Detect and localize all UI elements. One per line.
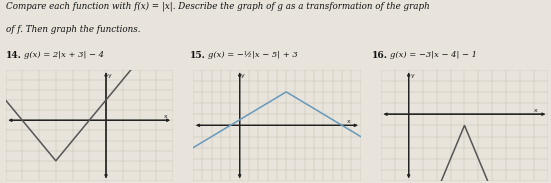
Text: g(x) = 2|x + 3| − 4: g(x) = 2|x + 3| − 4 [24,51,104,59]
Text: y: y [410,73,414,78]
Text: g(x) = −3|x − 4| − 1: g(x) = −3|x − 4| − 1 [390,51,477,59]
Text: g(x) = −½|x − 5| + 3: g(x) = −½|x − 5| + 3 [208,51,298,59]
Text: y: y [241,73,245,79]
Text: Compare each function with f(x) = |x|. Describe the graph of g as a transformati: Compare each function with f(x) = |x|. D… [6,1,429,11]
Text: x: x [347,119,351,124]
Text: of f. Then graph the functions.: of f. Then graph the functions. [6,25,140,34]
Text: y: y [108,73,112,78]
Text: x: x [164,114,168,119]
Text: 14.: 14. [6,51,21,60]
Text: 15.: 15. [190,51,206,60]
Text: x: x [533,108,537,113]
Text: 16.: 16. [372,51,388,60]
